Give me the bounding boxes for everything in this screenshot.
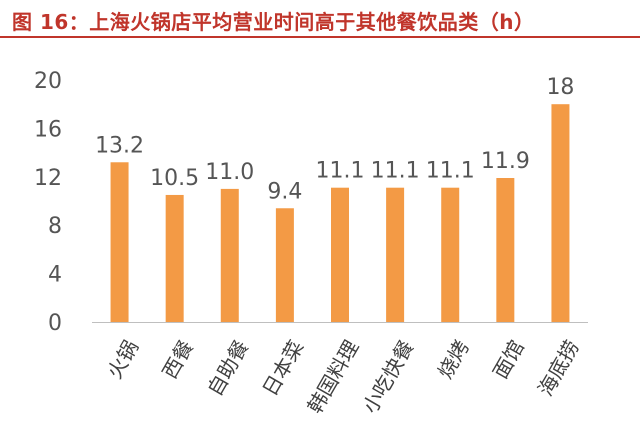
x-tick-label: 面馆 [488, 336, 529, 383]
chart-title: 图 16：上海火锅店平均营业时间高于其他餐饮品类（h） [12, 10, 535, 34]
data-label: 11.1 [426, 159, 475, 184]
y-tick-label: 16 [34, 117, 62, 142]
y-tick-label: 12 [34, 166, 62, 191]
data-label: 11.1 [316, 159, 365, 184]
x-tick-label: 西餐 [157, 336, 198, 383]
data-label: 9.4 [267, 179, 302, 204]
x-tick-label: 自助餐 [202, 336, 253, 400]
data-label: 11.9 [481, 149, 530, 174]
bar [551, 104, 570, 322]
bar [110, 162, 129, 322]
bar [441, 187, 460, 322]
bar [331, 187, 349, 322]
data-labels: 13.210.5 11.09.411.1 11.1 11.1 11.918 [95, 75, 574, 204]
title-divider [0, 36, 640, 38]
data-label: 13.2 [95, 133, 144, 158]
y-tick-label: 20 [34, 69, 62, 94]
bar [386, 187, 405, 322]
data-label: 11.0 [205, 160, 254, 185]
y-tick-label: 8 [48, 214, 62, 239]
x-tick-label: 海底捞 [533, 336, 584, 400]
data-label: 11.1 [371, 159, 420, 184]
x-tick-label: 韩国料理 [303, 336, 364, 417]
x-tick-label: 烧烤 [433, 336, 474, 383]
y-tick-label: 4 [48, 263, 62, 288]
x-tick-label: 日本菜 [258, 336, 309, 400]
bar [220, 188, 239, 322]
y-tick-label: 0 [48, 311, 62, 336]
data-label: 18 [546, 75, 574, 100]
bar [275, 208, 294, 322]
data-label: 10.5 [150, 166, 199, 191]
y-axis: 0 4 8 12 16 20 [34, 69, 62, 336]
bar [496, 178, 515, 322]
x-tick-label: 小吃快餐 [358, 336, 419, 417]
x-tick-label: 火锅 [102, 336, 143, 383]
bar-series [110, 104, 570, 322]
bar [165, 194, 184, 322]
